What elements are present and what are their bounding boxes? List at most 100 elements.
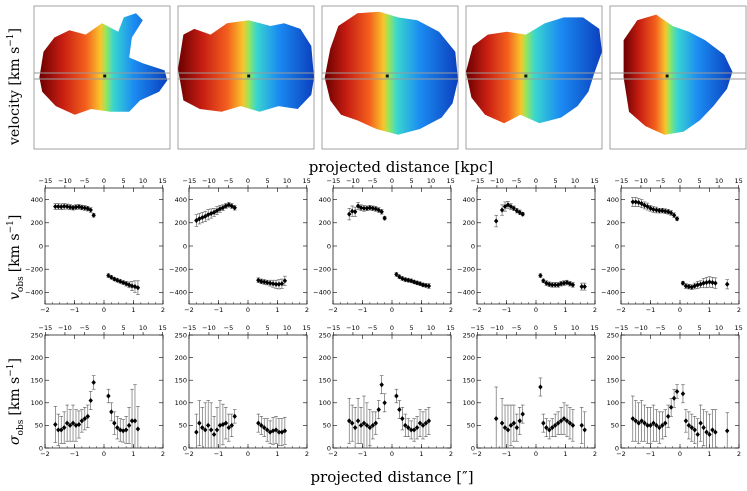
data-point [645, 203, 650, 210]
data-point [725, 281, 730, 287]
data-point [636, 199, 641, 206]
data-point [680, 280, 686, 286]
kpc-tick-label: 0 [390, 177, 394, 185]
data-point [132, 284, 138, 290]
data-point [347, 211, 352, 217]
data-point [364, 422, 370, 428]
data-point [223, 420, 229, 426]
data-point [558, 418, 564, 424]
y-tick-label: 0 [327, 242, 331, 250]
data-point [505, 202, 511, 208]
y-tick-label: 50 [323, 422, 331, 430]
x-tick-label: −1 [358, 450, 368, 458]
data-point [273, 281, 279, 287]
kpc-tick-label: −15 [615, 324, 629, 332]
data-point [211, 431, 217, 438]
y-tick-label: −400 [457, 289, 475, 297]
velocity-map-image [466, 17, 602, 124]
data-point [707, 279, 712, 285]
plot-frame [44, 187, 164, 305]
y-tick-label: 150 [319, 377, 331, 385]
plot-frame [332, 187, 452, 305]
data-point [397, 406, 402, 413]
y-tick-label: −200 [601, 266, 619, 274]
kpc-tick-label: 10 [283, 177, 291, 185]
data-point [70, 420, 76, 426]
kpc-tick-label: 15 [158, 177, 166, 185]
data-point [541, 278, 546, 284]
data-point [701, 425, 706, 431]
data-point [704, 279, 709, 286]
kpc-tick-label: 5 [121, 324, 125, 332]
data-point [701, 280, 706, 286]
y-tick-label: 100 [607, 399, 619, 407]
y-tick-label: 200 [607, 219, 619, 227]
y-tick-label: 100 [463, 399, 475, 407]
data-point [120, 279, 126, 286]
data-point [547, 427, 552, 433]
data-point [126, 282, 132, 288]
data-point [73, 204, 79, 210]
data-point [695, 282, 700, 288]
x-tick-label: 1 [707, 450, 711, 458]
data-point [414, 425, 420, 431]
data-point [520, 411, 525, 417]
kpc-tick-label: 5 [121, 177, 125, 185]
data-point [82, 205, 88, 211]
kpc-tick-label: 0 [534, 177, 538, 185]
data-point [660, 208, 665, 214]
y-tick-label: −400 [169, 289, 187, 297]
x-tick-label: 0 [678, 450, 682, 458]
data-point [76, 421, 82, 428]
data-point [406, 277, 411, 283]
data-point [517, 209, 522, 215]
data-point [508, 203, 514, 210]
data-point [654, 207, 659, 213]
kpc-tick-label: 5 [697, 177, 701, 185]
data-point [420, 282, 426, 288]
kpc-tick-label: 5 [553, 177, 557, 185]
data-point [642, 202, 647, 208]
data-point [493, 416, 499, 422]
data-point [683, 418, 689, 424]
kpc-tick-label: 15 [590, 177, 598, 185]
dispersion-xlabel: projected distance [″] [310, 468, 473, 486]
data-point [355, 418, 361, 424]
data-point [205, 422, 211, 428]
kpc-tick-label: 10 [139, 177, 147, 185]
y-tick-label: −400 [313, 289, 331, 297]
galaxy-centre-marker [524, 74, 528, 78]
data-point [502, 203, 508, 210]
data-point [358, 205, 364, 211]
kpc-tick-label: −10 [58, 177, 72, 185]
data-point [426, 283, 432, 289]
y-tick-label: 150 [31, 377, 43, 385]
data-point [426, 418, 432, 424]
y-tick-label: 400 [31, 196, 43, 204]
data-point [135, 285, 141, 291]
kpc-tick-label: −5 [368, 324, 378, 332]
kpc-tick-label: −5 [224, 177, 234, 185]
data-point [67, 204, 73, 210]
x-tick-label: 2 [593, 306, 597, 314]
y-tick-label: −200 [169, 266, 187, 274]
data-point [570, 422, 576, 428]
data-point [67, 422, 73, 428]
kpc-tick-label: 15 [302, 177, 310, 185]
data-point [361, 205, 367, 211]
x-tick-label: −1 [70, 450, 80, 458]
velocity-curve-ylabel: vobs[km s−1] [6, 215, 26, 300]
data-point [379, 382, 384, 388]
data-point [123, 427, 129, 433]
data-point [411, 427, 417, 433]
plot-frame [44, 334, 164, 449]
data-point [660, 422, 665, 428]
y-tick-label: 100 [319, 399, 331, 407]
data-point [270, 281, 276, 287]
